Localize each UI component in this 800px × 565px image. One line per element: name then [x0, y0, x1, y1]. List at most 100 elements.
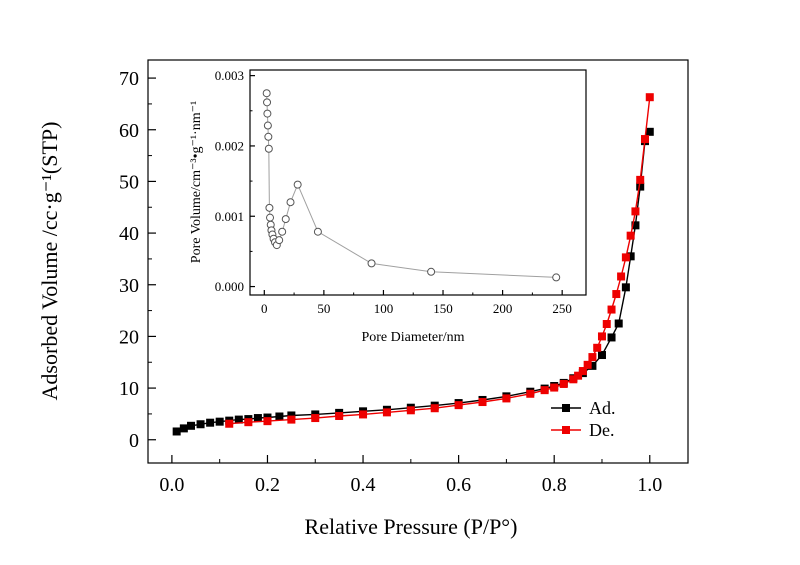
data-point	[621, 253, 630, 262]
data-point	[275, 236, 284, 245]
data-point	[540, 386, 549, 395]
main-x-tick-label: 0.4	[351, 474, 376, 496]
data-point	[526, 389, 535, 398]
data-point	[264, 132, 273, 141]
main-y-tick-label: 0	[129, 430, 139, 452]
inset-x-tick-label: 200	[493, 301, 513, 316]
series-line	[229, 97, 651, 425]
data-point	[311, 414, 320, 423]
data-point	[645, 127, 654, 136]
data-point	[253, 414, 262, 423]
main-y-tick-label: 30	[119, 275, 139, 297]
data-point	[335, 411, 344, 420]
main-axes-layer: 0.0 0.2 0.4 0.6 0.8 1.0 0 10 20 30 40 50 60 70	[119, 59, 689, 496]
main-x-tick-label: 1.0	[637, 474, 662, 496]
data-point	[612, 290, 621, 299]
main-series-layer	[172, 93, 654, 436]
data-point	[234, 415, 243, 424]
inset-plot: 0 50 100 150 200 250 0.000 0.001 0.002 0.003 Pore…	[189, 68, 587, 345]
data-point	[215, 417, 224, 426]
data-point	[597, 332, 606, 341]
data-point	[430, 404, 439, 413]
data-point	[626, 231, 635, 240]
main-x-tick-label: 0.8	[542, 474, 567, 496]
inset-plot-frame	[249, 69, 587, 296]
data-point	[607, 333, 616, 342]
main-x-tick-label: 0.6	[446, 474, 471, 496]
main-y-tick-label: 60	[119, 120, 139, 142]
inset-series-pore-size-distribution	[262, 89, 561, 282]
inset-x-tick-label: 150	[433, 301, 453, 316]
data-point	[266, 213, 275, 222]
data-point	[588, 353, 597, 362]
inset-x-axis-label: Pore Diameter/nm	[361, 330, 464, 345]
inset-series-layer	[262, 89, 561, 282]
main-plot-frame	[147, 59, 689, 464]
data-point	[645, 93, 654, 102]
data-point	[636, 175, 645, 184]
data-point	[244, 418, 253, 427]
data-point	[478, 398, 487, 407]
main-y-tick-label: 10	[119, 378, 139, 400]
data-point	[552, 273, 561, 282]
data-point	[640, 135, 649, 144]
data-point	[293, 180, 302, 189]
inset-x-tick-label: 0	[261, 301, 268, 316]
inset-y-axis-label: Pore Volume/cm⁻³•g⁻¹·nm⁻¹	[189, 101, 204, 263]
main-y-tick-label: 20	[119, 326, 139, 348]
main-y-axis-label: Adsorbed Volume /cc·g⁻¹(STP)	[37, 122, 62, 401]
legend: Ad.De.	[551, 398, 616, 440]
data-point	[265, 203, 274, 212]
legend-label-ad: Ad.	[589, 398, 616, 418]
data-point	[278, 227, 287, 236]
data-point	[617, 272, 626, 281]
data-point	[559, 379, 568, 388]
data-point	[593, 343, 602, 352]
data-point	[454, 401, 463, 410]
data-point	[631, 207, 640, 216]
data-point	[569, 375, 578, 384]
inset-x-tick-label: 50	[317, 301, 330, 316]
data-point	[597, 351, 606, 360]
main-plot: 0.0 0.2 0.4 0.6 0.8 1.0 0 10 20 30 40 50 60 70 Ad.De.…	[37, 59, 689, 539]
inset-axes-layer: 0 50 100 150 200 250 0.000 0.001 0.002 0.003	[215, 68, 587, 316]
data-point	[263, 417, 272, 426]
legend-label-de: De.	[589, 420, 615, 440]
data-point	[359, 410, 368, 419]
data-point	[406, 406, 415, 415]
inset-background	[250, 70, 586, 295]
data-point	[187, 421, 196, 430]
data-point	[583, 360, 592, 369]
inset-y-tick-label: 0.001	[215, 209, 244, 224]
inset-y-tick-label: 0.003	[215, 68, 244, 83]
main-x-axis-label: Relative Pressure (P/P°)	[305, 514, 518, 539]
data-point	[636, 182, 645, 191]
inset-y-tick-label: 0.000	[215, 279, 244, 294]
data-point	[225, 419, 234, 428]
data-point	[427, 267, 436, 276]
data-point	[206, 418, 215, 427]
data-point	[262, 89, 271, 98]
data-point	[281, 215, 290, 224]
data-point	[263, 98, 272, 107]
data-point	[621, 283, 630, 292]
data-point	[286, 198, 295, 207]
data-point	[602, 320, 611, 329]
data-point	[550, 383, 559, 392]
data-point	[574, 371, 583, 380]
main-y-tick-label: 40	[119, 223, 139, 245]
main-y-tick-label: 50	[119, 171, 139, 193]
data-point	[172, 427, 181, 436]
main-x-tick-label: 0.0	[159, 474, 184, 496]
data-point	[287, 411, 296, 420]
inset-y-tick-label: 0.002	[215, 138, 244, 153]
legend-marker-de	[562, 426, 570, 434]
legend-marker-ad	[562, 404, 570, 412]
data-point	[626, 252, 635, 261]
main-series-de	[225, 93, 654, 428]
data-point	[179, 424, 188, 433]
data-point	[287, 415, 296, 424]
data-point	[313, 227, 322, 236]
